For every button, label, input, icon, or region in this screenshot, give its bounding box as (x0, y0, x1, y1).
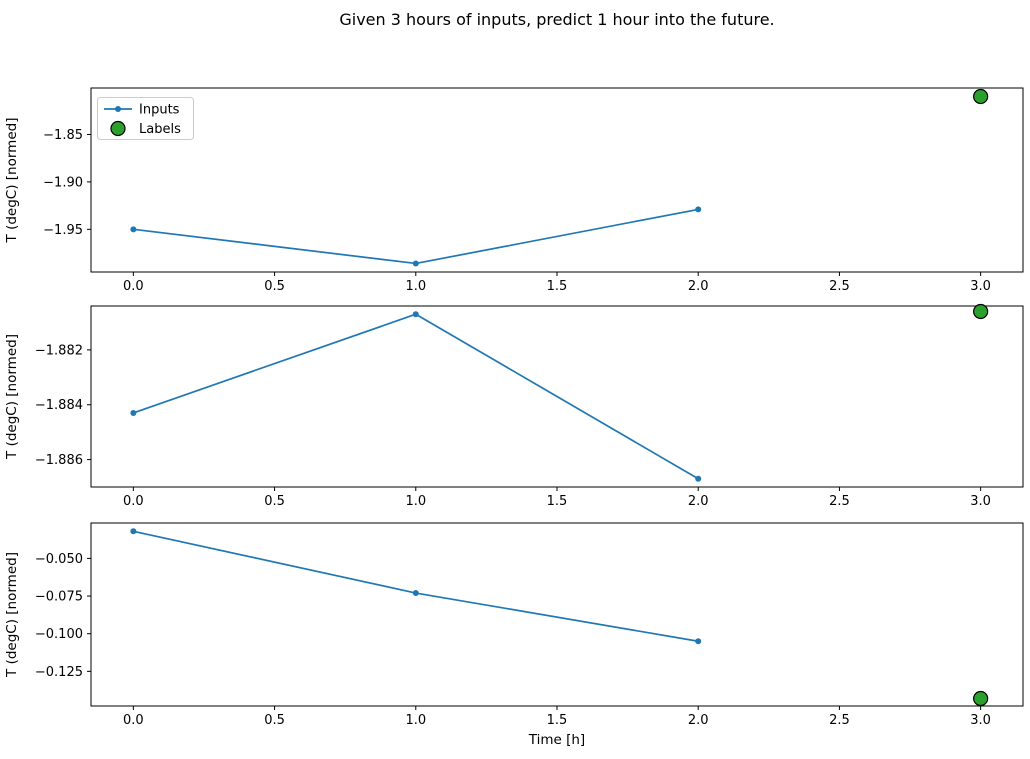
subplot-3-frame (90, 522, 1024, 707)
subplot-2-inputs-marker (695, 475, 702, 482)
subplot-1-xtick-label: 2.0 (688, 279, 709, 294)
subplot-2-xtick-label: 3.0 (970, 494, 991, 509)
subplot-2-ytick-label: −1.884 (35, 398, 83, 413)
subplot-1-ytick-label: −1.85 (43, 128, 83, 143)
subplot-2-xtick-label: 1.5 (547, 494, 568, 509)
legend-inputs-label: Inputs (139, 103, 180, 118)
subplot-1-inputs-line (133, 208, 699, 265)
subplot-2-xtick-label: 1.0 (405, 494, 426, 509)
subplot-2-labels-point (973, 303, 989, 320)
subplot-3-xtick-label: 0.0 (123, 713, 144, 728)
subplot-3-ylabel: T (degC) [normed] (4, 552, 20, 678)
subplot-3-xtick-label: 2.5 (829, 713, 850, 728)
subplot-3-inputs-marker (130, 528, 137, 535)
legend-inputs-marker (115, 106, 121, 112)
subplot-1-inputs-marker (412, 260, 419, 267)
subplot-3-xtick-label: 0.5 (264, 713, 285, 728)
subplot-1-frame (90, 87, 1024, 273)
subplot-1-inputs-marker (695, 206, 702, 213)
subplot-2-ytick-label: −1.882 (35, 343, 83, 358)
subplot-3-xlabel: Time [h] (528, 732, 585, 748)
subplot-2-inputs-line (133, 313, 699, 480)
figure-title: Given 3 hours of inputs, predict 1 hour … (339, 10, 775, 29)
subplot-3-ytick-label: −0.100 (35, 627, 83, 642)
subplot-1-ytick-label: −1.90 (43, 175, 83, 190)
subplot-3-ytick-label: −0.050 (35, 552, 83, 567)
subplot-3-xtick-label: 2.0 (688, 713, 709, 728)
subplot-1-inputs-marker (130, 226, 137, 233)
subplot-2-xtick-label: 0.0 (123, 494, 144, 509)
subplot-2-xtick-label: 2.0 (688, 494, 709, 509)
subplot-1-xtick-label: 1.5 (547, 279, 568, 294)
subplot-3-labels-point (973, 690, 989, 707)
subplot-1-xtick-label: 3.0 (970, 279, 991, 294)
subplot-1-xtick-label: 1.0 (405, 279, 426, 294)
subplot-2-inputs-marker (412, 311, 419, 318)
subplot-1-xtick-label: 0.5 (264, 279, 285, 294)
subplot-2-ytick-label: −1.886 (35, 453, 83, 468)
subplot-3-xtick-label: 3.0 (970, 713, 991, 728)
subplot-3-xtick-label: 1.5 (547, 713, 568, 728)
subplot-3-inputs-marker (695, 638, 702, 645)
legend-labels-label: Labels (139, 122, 181, 137)
subplot-1-xtick-label: 2.5 (829, 279, 850, 294)
subplot-3-ytick-label: −0.075 (35, 590, 83, 605)
legend-labels-marker (110, 120, 126, 137)
legend: Inputs Labels (97, 97, 194, 140)
subplot-2-xtick-label: 0.5 (264, 494, 285, 509)
subplot-2-inputs-marker (130, 409, 137, 416)
subplot-3-xtick-label: 1.0 (405, 713, 426, 728)
subplot-1-labels-point (973, 88, 989, 105)
subplot-3-inputs-line (133, 530, 699, 643)
subplot-1-xtick-label: 0.0 (123, 279, 144, 294)
subplot-3-ytick-label: −0.125 (35, 665, 83, 680)
subplot-1-ylabel: T (degC) [normed] (4, 118, 20, 244)
subplot-2-ylabel: T (degC) [normed] (4, 334, 20, 460)
subplot-3-inputs-marker (412, 590, 419, 597)
subplot-2-xtick-label: 2.5 (829, 494, 850, 509)
subplot-1-ytick-label: −1.95 (43, 223, 83, 238)
